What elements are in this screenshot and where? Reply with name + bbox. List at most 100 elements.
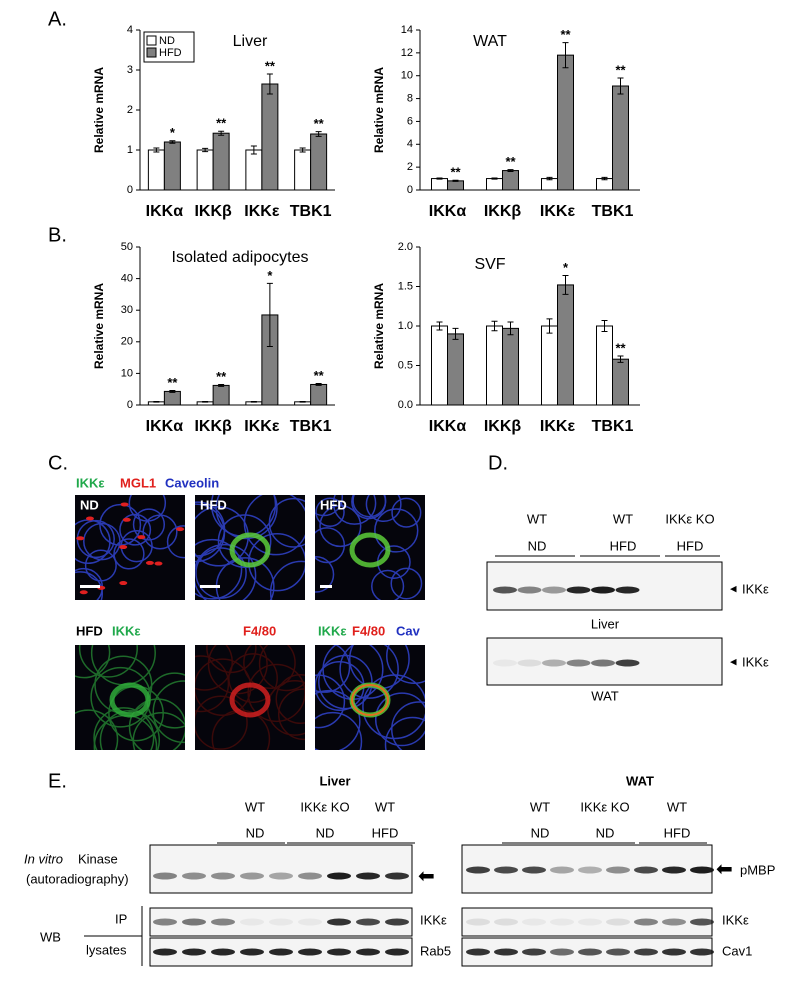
cell-outline xyxy=(207,645,268,695)
error-bar xyxy=(491,177,498,180)
error-bar xyxy=(266,73,273,95)
cell-outline xyxy=(83,522,121,561)
error-bar xyxy=(169,140,176,144)
error-bar xyxy=(562,274,569,295)
cell-outline xyxy=(390,567,423,600)
y-axis-label: Relative mRNA xyxy=(372,67,386,153)
bar xyxy=(212,132,230,191)
cell-outline xyxy=(315,556,335,593)
y-tick-label: 0 xyxy=(127,399,133,411)
scale-bar xyxy=(320,585,332,588)
cell-outline xyxy=(90,666,152,728)
x-tick-label: IKKε xyxy=(244,203,280,220)
band xyxy=(542,586,566,594)
x-tick-label: TBK1 xyxy=(290,203,332,220)
band xyxy=(466,918,490,926)
stain-label: IKKε xyxy=(318,623,347,638)
row-label: In vitro xyxy=(24,851,63,866)
cell-outline xyxy=(391,701,425,750)
band xyxy=(240,872,264,880)
x-tick-label: IKKε xyxy=(244,418,280,435)
significance: ** xyxy=(314,116,325,131)
error-bar xyxy=(562,42,569,69)
group-label: IKKε KO xyxy=(580,799,629,814)
crown-structure xyxy=(229,532,271,568)
band xyxy=(578,948,602,956)
y-tick-label: 10 xyxy=(121,367,133,379)
macrophage xyxy=(154,561,163,566)
cell-outline xyxy=(132,508,166,541)
band xyxy=(298,872,322,880)
band xyxy=(466,948,490,956)
cell-outline xyxy=(258,645,305,692)
group-label: IKKε KO xyxy=(300,799,349,814)
band xyxy=(634,918,658,926)
significance: ** xyxy=(560,27,571,42)
error-bar xyxy=(436,177,443,180)
x-tick-label: IKKε xyxy=(540,418,576,435)
cell-outline xyxy=(93,707,155,750)
row-label: Kinase xyxy=(78,851,118,866)
error-bar xyxy=(546,176,553,181)
x-tick-label: IKKβ xyxy=(194,203,232,220)
bar xyxy=(447,180,464,191)
cell-outline xyxy=(84,549,117,582)
cell-outline xyxy=(99,503,142,546)
micrograph xyxy=(195,495,305,600)
micrograph xyxy=(195,645,305,750)
x-tick-label: IKKβ xyxy=(484,418,522,435)
group-label: ND xyxy=(596,825,615,840)
significance: * xyxy=(563,260,569,275)
blot xyxy=(461,907,713,937)
bar xyxy=(163,390,181,406)
error-bar xyxy=(617,77,624,95)
band-label: pMBP xyxy=(740,862,775,877)
bar xyxy=(431,178,448,191)
cell-outline xyxy=(228,653,278,703)
macrophage xyxy=(85,516,94,521)
y-tick-label: 4 xyxy=(407,138,413,150)
band xyxy=(634,948,658,956)
band xyxy=(517,659,542,667)
cells xyxy=(315,645,425,750)
cell-outline xyxy=(166,525,185,559)
y-tick-label: 2.0 xyxy=(398,241,413,253)
significance: ** xyxy=(314,368,325,383)
group-label: ND xyxy=(528,538,547,553)
cell-outline xyxy=(339,645,399,699)
cell-outline xyxy=(275,673,305,725)
significance: ** xyxy=(216,369,227,384)
macrophage xyxy=(122,517,131,522)
blot xyxy=(486,561,723,611)
bar xyxy=(294,149,312,191)
y-tick-label: 14 xyxy=(401,24,413,36)
arrow: ⬅ xyxy=(716,858,733,880)
panel-label: E. xyxy=(48,770,67,792)
error-bar xyxy=(452,327,459,340)
error-bar xyxy=(601,319,608,333)
band xyxy=(634,866,658,874)
cell-outline xyxy=(195,655,230,713)
bar xyxy=(596,325,613,406)
band xyxy=(615,586,640,594)
error-bar xyxy=(266,282,273,348)
band xyxy=(662,866,686,874)
image-label: ND xyxy=(80,497,99,512)
cells xyxy=(75,495,185,600)
bar xyxy=(596,178,613,191)
band xyxy=(578,918,602,926)
band xyxy=(517,586,542,594)
error-bar xyxy=(250,401,257,403)
macrophage xyxy=(119,545,128,550)
y-tick-label: 0 xyxy=(127,184,133,196)
cell-outline xyxy=(195,503,226,563)
group-label: ND xyxy=(246,825,265,840)
band xyxy=(542,659,566,667)
bar xyxy=(612,85,629,191)
band xyxy=(690,948,714,956)
band xyxy=(182,948,206,956)
band-label: IKKε xyxy=(722,912,749,927)
band xyxy=(566,586,591,594)
cell-outline xyxy=(243,495,305,556)
cell-outline xyxy=(315,527,346,564)
